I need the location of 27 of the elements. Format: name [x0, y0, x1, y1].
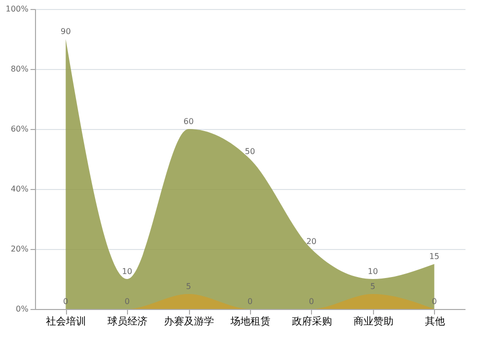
- x-tick-label: 其他: [424, 316, 445, 328]
- data-label: 0: [63, 297, 68, 306]
- y-tick-label: 80%: [10, 64, 29, 74]
- data-label: 10: [368, 267, 378, 276]
- x-tick-label: 商业赞助: [353, 316, 394, 328]
- data-label: 5: [370, 282, 376, 291]
- y-tick-label: 40%: [10, 184, 29, 194]
- x-tick-label: 办赛及游学: [164, 316, 214, 328]
- data-label: 10: [122, 267, 132, 276]
- y-tick-label: 100%: [6, 4, 29, 14]
- x-tick-label: 球员经济: [108, 316, 148, 328]
- data-label: 90: [60, 27, 71, 36]
- data-label: 15: [429, 252, 440, 261]
- data-label: 60: [183, 117, 194, 126]
- data-label: 0: [124, 297, 130, 306]
- y-tick-label: 60%: [10, 124, 29, 134]
- x-tick-label: 场地租赁: [230, 316, 270, 328]
- x-tick-label: 社会培训: [46, 316, 86, 328]
- data-label: 20: [306, 237, 317, 246]
- y-tick-label: 20%: [10, 244, 29, 254]
- data-label: 0: [247, 297, 253, 306]
- data-label: 5: [186, 282, 192, 291]
- data-label: 50: [244, 147, 256, 156]
- y-tick-label: 0%: [16, 304, 29, 314]
- data-label: 0: [308, 297, 314, 306]
- data-label: 0: [432, 297, 437, 306]
- x-tick-label: 政府采购: [292, 316, 332, 328]
